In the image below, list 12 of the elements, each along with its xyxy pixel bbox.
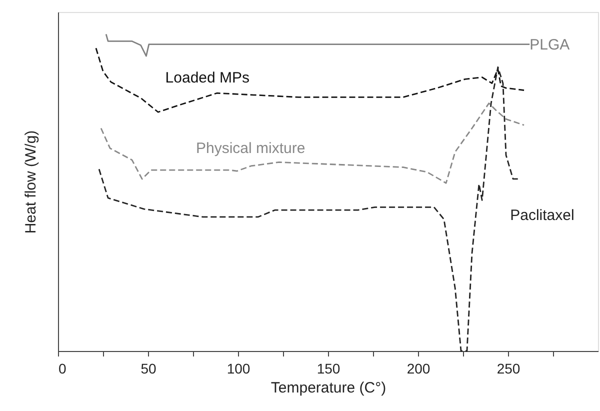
x-tick-label: 250 [496,360,520,376]
x-tick-label: 0 [58,360,66,376]
x-tick-label: 100 [226,360,250,376]
series-label: Paclitaxel [510,206,574,224]
x-axis-title: Temperature (C°) [270,380,386,396]
series-label: Physical mixture [196,140,306,158]
x-tick-label: 200 [406,360,430,376]
x-tick-label: 150 [316,360,340,376]
x-tick-label: 50 [140,360,156,376]
y-axis-title: Heat flow (W/g) [22,130,40,234]
series-label: PLGA [530,36,570,54]
series-label: Loaded MPs [165,69,250,86]
